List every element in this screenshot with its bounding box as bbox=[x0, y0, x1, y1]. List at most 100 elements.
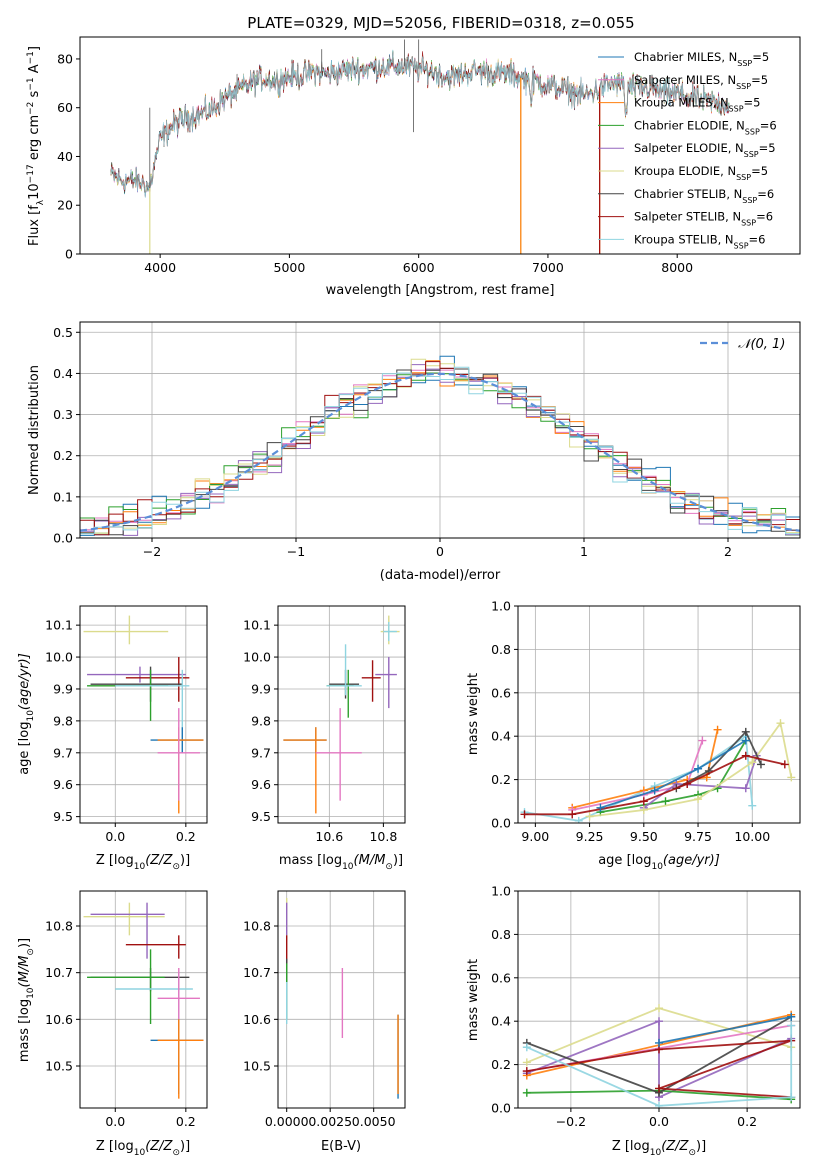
label-part: Z [log bbox=[96, 853, 134, 868]
x-tick-label: 4000 bbox=[144, 260, 176, 275]
error-cross-point bbox=[283, 727, 327, 814]
error-cross-point bbox=[157, 708, 200, 801]
label-part: =6 bbox=[749, 232, 766, 246]
y-tick-label: 0.2 bbox=[53, 448, 73, 463]
x-tick-label: 9.25 bbox=[576, 829, 604, 844]
y-tick-label: 10.8 bbox=[45, 919, 73, 934]
label-part: ] bbox=[27, 46, 42, 51]
series-line bbox=[589, 721, 793, 818]
residual-legend: 𝒩(0, 1) bbox=[700, 337, 785, 352]
error-cross-point bbox=[125, 935, 186, 959]
series-point bbox=[585, 812, 594, 821]
spectrum-line bbox=[110, 49, 730, 198]
y-axis-label: mass [log10(M/M⊙)] bbox=[17, 938, 36, 1062]
axes-frame bbox=[517, 605, 801, 824]
label-part: A bbox=[27, 64, 42, 77]
series-point bbox=[756, 760, 765, 769]
series-point bbox=[655, 1084, 663, 1093]
x-axis-label: Z [log10(Z/Z⊙)] bbox=[612, 1139, 706, 1158]
label-part: 10 bbox=[26, 987, 36, 999]
series-point bbox=[694, 795, 703, 804]
legend-item: Chabrier ELODIE, NSSP=6 bbox=[598, 118, 777, 136]
label-part: (Z/Z bbox=[145, 853, 173, 868]
gaussian-curve bbox=[80, 372, 800, 532]
error-cross-point bbox=[150, 1019, 204, 1094]
label-part: mass [log bbox=[17, 999, 32, 1062]
label-part: =6 bbox=[757, 187, 774, 201]
series-point bbox=[683, 779, 692, 788]
weight-series bbox=[596, 736, 750, 812]
label-part: Kroupa ELODIE, N bbox=[634, 164, 736, 178]
weight-series bbox=[522, 1012, 796, 1097]
y-tick-label: 80 bbox=[57, 51, 73, 66]
residual-histogram bbox=[80, 361, 800, 536]
weight-series bbox=[655, 1012, 796, 1047]
label-part: ⊙ bbox=[688, 1148, 696, 1158]
error-cross-point bbox=[383, 621, 397, 642]
label-part: )] bbox=[180, 853, 190, 868]
label-part: Z [log bbox=[612, 1139, 650, 1154]
label-part: −17 bbox=[26, 164, 36, 183]
label-part: −1 bbox=[26, 77, 36, 90]
y-tick-label: 9.5 bbox=[251, 809, 271, 824]
label-part: 10 bbox=[134, 862, 146, 872]
label-part: (Z/Z bbox=[661, 1139, 689, 1154]
error-cross-point bbox=[90, 666, 183, 702]
y-tick-label: 9.7 bbox=[251, 745, 271, 760]
axes-frame bbox=[79, 605, 208, 824]
weight-vs-metallicity-panel: −0.2 0.0 0.2 0.0 0.2 0.4 0.6 0.8 1.0 Z [log10(Z/Z… bbox=[466, 884, 801, 1158]
label-part: SSP bbox=[729, 104, 744, 113]
age-vs-mass-panel: 10.6 10.8 9.5 9.6 9.7 9.8 9.9 10.0 10.1 mass [log… bbox=[243, 605, 406, 872]
y-tick-label: 40 bbox=[57, 149, 73, 164]
legend-item: Salpeter MILES, NSSP=5 bbox=[598, 73, 768, 91]
axes-frame bbox=[517, 890, 801, 1109]
legend-label: Salpeter MILES, NSSP=5 bbox=[634, 73, 768, 91]
x-tick-label: 2 bbox=[724, 544, 732, 559]
label-part: SSP bbox=[736, 173, 751, 182]
y-tick-label: 10.8 bbox=[243, 919, 271, 934]
series-point bbox=[741, 751, 750, 760]
y-axis-label: mass weight bbox=[466, 673, 481, 755]
error-cross-point bbox=[90, 902, 165, 959]
x-tick-label: 7000 bbox=[532, 260, 564, 275]
x-tick-label: 9.00 bbox=[521, 829, 549, 844]
y-tick-label: 9.6 bbox=[251, 777, 271, 792]
y-tick-label: 0.5 bbox=[53, 325, 73, 340]
label-part: Flux [f bbox=[27, 205, 42, 246]
label-part: (age/yr)] bbox=[17, 653, 32, 710]
legend-label: Salpeter STELIB, NSSP=6 bbox=[634, 210, 773, 228]
weight-series bbox=[520, 751, 789, 819]
series-point bbox=[741, 736, 750, 745]
series-line bbox=[572, 740, 704, 811]
y-tick-label: 10.1 bbox=[45, 618, 73, 633]
y-tick-label: 0.8 bbox=[491, 642, 511, 657]
x-tick-label: −0.2 bbox=[556, 1114, 586, 1129]
legend-item: Salpeter STELIB, NSSP=6 bbox=[598, 210, 773, 228]
y-tick-label: 10.7 bbox=[45, 965, 73, 980]
x-tick-label: 6000 bbox=[403, 260, 435, 275]
x-tick-label: −1 bbox=[287, 544, 305, 559]
label-part: Salpeter STELIB, N bbox=[634, 210, 741, 224]
series-line bbox=[643, 755, 758, 809]
y-tick-label: 1.0 bbox=[491, 599, 511, 614]
label-part: 10 bbox=[27, 183, 42, 200]
label-part: mass [log bbox=[279, 853, 342, 868]
series-point bbox=[748, 758, 757, 767]
series-point bbox=[698, 736, 707, 745]
series-point bbox=[650, 786, 659, 795]
legend-label: 𝒩(0, 1) bbox=[738, 337, 785, 352]
y-tick-label: 0 bbox=[65, 247, 73, 262]
series-line bbox=[524, 734, 754, 822]
y-tick-label: 10.0 bbox=[243, 650, 271, 665]
label-part: (M/M bbox=[17, 956, 32, 988]
series-point bbox=[787, 1093, 796, 1102]
series-point bbox=[748, 801, 757, 810]
x-tick-label: 9.75 bbox=[684, 829, 712, 844]
label-part: SSP bbox=[745, 127, 760, 136]
label-part: =5 bbox=[751, 164, 768, 178]
series-point bbox=[574, 816, 583, 823]
x-axis-label: Z [log10(Z/Z⊙)] bbox=[96, 853, 190, 872]
x-axis-label: (data-model)/error bbox=[380, 568, 501, 583]
y-axis-label: mass weight bbox=[466, 959, 481, 1041]
